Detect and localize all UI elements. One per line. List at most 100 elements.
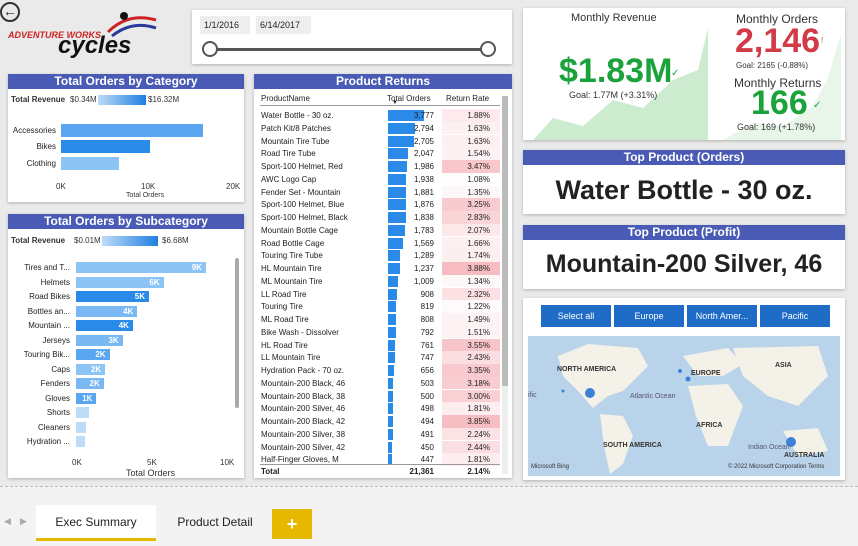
top-profit-title: Top Product (Profit) [523,225,845,240]
subcategory-bar[interactable] [76,276,164,288]
date-slicer[interactable]: 1/1/2016 6/14/2017 [192,10,512,64]
subcategory-bar[interactable] [76,305,138,317]
table-row[interactable]: LL Road Tire 908 2.32% [260,287,500,301]
table-row[interactable]: Patch Kit/8 Patches 2,794 1.63% [260,121,500,135]
product-name-cell: Water Bottle - 30 oz. [261,111,334,120]
add-page-button[interactable]: + [272,509,312,539]
orders-cell: 1,881 [413,187,434,197]
subcategory-label: Touring Bik... [23,350,70,359]
europe-button[interactable]: Europe [614,305,684,327]
revenue-area-sparkline [533,28,841,140]
subcategory-bar[interactable] [76,392,97,404]
subcategory-bar[interactable] [76,421,87,433]
subcategory-bar[interactable] [76,291,149,302]
table-row[interactable]: Sport-100 Helmet, Red 1,986 3.47% [260,160,500,173]
table-row[interactable]: Mountain-200 Black, 38 500 3.00% [260,389,500,403]
table-row[interactable]: ML Mountain Tire 1,009 1.34% [260,274,500,288]
table-row[interactable]: AWC Logo Cap 1,938 1.08% [260,173,500,186]
table-scrollbar[interactable] [502,96,508,474]
table-row[interactable]: Mountain-200 Black, 42 494 3.85% [260,415,500,428]
table-row[interactable]: ML Road Tire 808 1.49% [260,313,500,326]
col-header[interactable]: ProductName [261,94,310,103]
return-rate-text: 3.18% [467,378,490,388]
return-rate-cell: 2.43% [442,351,500,364]
col-header[interactable]: Return Rate [446,94,490,103]
table-row[interactable]: Mountain Bottle Cage 1,783 2.07% [260,223,500,237]
orders-goal: Goal: 2165 (-0.88%) [736,61,809,70]
table-row[interactable]: Half-Finger Gloves, M 447 1.81% [260,453,500,466]
scroll-left-icon[interactable]: ◀ [4,516,11,526]
map-label: NORTH AMERICA [557,366,617,373]
subcategory-label: Caps [51,364,70,374]
subcategory-bar[interactable] [76,262,206,273]
col-header[interactable]: Total Orders [387,94,431,103]
slider-start-handle[interactable] [202,41,218,57]
pacific-button[interactable]: Pacific [760,305,830,327]
table-row[interactable]: Hydration Pack - 70 oz. 656 3.35% [260,364,500,377]
orders-cell: 1,838 [413,213,434,222]
product-name-cell: AWC Logo Cap [261,174,317,184]
tab-product-detail[interactable]: Product Detail [160,505,270,541]
map-label: EUROPE [691,370,721,377]
product-name-cell: Bike Wash - Dissolver [261,327,339,337]
table-row[interactable]: Mountain-200 Silver, 46 498 1.81% [260,402,500,415]
table-row[interactable]: Bike Wash - Dissolver 792 1.51% [260,325,500,339]
scrollbar[interactable] [235,258,239,408]
table-row[interactable]: Mountain-200 Black, 46 503 3.18% [260,376,500,390]
scroll-right-icon[interactable]: ▶ [20,516,27,526]
subcategory-bar[interactable] [76,378,104,389]
table-row[interactable]: LL Mountain Tire 747 2.43% [260,351,500,364]
orders-cell: 500 [420,391,434,401]
category-bar[interactable] [61,140,151,153]
select-all-button[interactable]: Select all [541,305,611,327]
table-row[interactable]: HL Mountain Tire 1,237 3.88% [260,262,500,275]
table-row[interactable]: Fender Set - Mountain 1,881 1.35% [260,185,500,199]
orders-databar [388,237,403,249]
return-rate-cell: 1.74% [442,249,500,262]
return-rate-text: 1.81% [467,404,490,414]
table-row[interactable]: Water Bottle - 30 oz. 3,777 1.88% [260,109,500,122]
subcategory-label: Shorts [46,408,70,417]
map-land-shapes [558,344,828,474]
end-date-input[interactable]: 6/14/2017 [256,16,311,34]
table-row[interactable]: Sport-100 Helmet, Blue 1,876 3.25% [260,198,500,211]
subcategory-bar[interactable] [76,334,123,346]
bar-value-label: 2K [90,364,102,374]
table-row[interactable]: Road Tire Tube 2,047 1.54% [260,147,500,160]
subcategory-bar[interactable] [76,320,133,331]
category-bar[interactable] [61,124,203,137]
slider-track[interactable] [208,48,490,51]
north-america-button[interactable]: North Amer... [687,305,757,327]
table-row[interactable]: Mountain-200 Silver, 38 491 2.24% [260,427,500,441]
table-row[interactable]: HL Road Tire 761 3.55% [260,338,500,352]
orders-cell: 1,986 [413,162,434,171]
product-name-cell: ML Road Tire [261,315,309,324]
subcategory-bar[interactable] [76,407,90,418]
category-bar[interactable] [61,157,119,170]
return-rate-cell: 3.18% [442,376,500,390]
world-map[interactable]: NORTH AMERICA EUROPE ASIA Atlantic Ocean… [528,336,840,476]
return-rate-text: 3.35% [467,366,490,375]
orders-cell: 1,237 [413,264,434,273]
tab-label: Exec Summary [55,515,137,529]
subcategory-bar[interactable] [76,349,110,360]
tab-exec-summary[interactable]: Exec Summary [36,505,156,541]
table-row[interactable]: Road Bottle Cage 1,569 1.66% [260,236,500,250]
revenue-goal: Goal: 1.77M (+3.31%) [569,90,658,100]
scrollbar-thumb[interactable] [502,96,508,386]
table-row[interactable]: Touring Tire 819 1.22% [260,300,500,313]
return-rate-text: 1.63% [467,123,490,133]
table-row[interactable]: Sport-100 Helmet, Black 1,838 2.83% [260,211,500,224]
table-row[interactable]: Mountain Tire Tube 2,705 1.63% [260,134,500,148]
table-row[interactable]: Touring Tire Tube 1,289 1.74% [260,249,500,262]
return-rate-text: 2.43% [467,353,490,363]
orders-cell: 747 [420,353,434,363]
subcategory-bar[interactable] [76,436,85,447]
subcategory-bar[interactable] [76,363,106,375]
slider-end-handle[interactable] [480,41,496,57]
orders-cell: 2,705 [413,136,434,146]
table-header: ProductName Total Orders ▼ Return Rate [260,92,500,106]
start-date-input[interactable]: 1/1/2016 [200,16,250,34]
back-button[interactable]: ← [0,2,20,22]
table-row[interactable]: Mountain-200 Silver, 42 450 2.44% [260,440,500,454]
